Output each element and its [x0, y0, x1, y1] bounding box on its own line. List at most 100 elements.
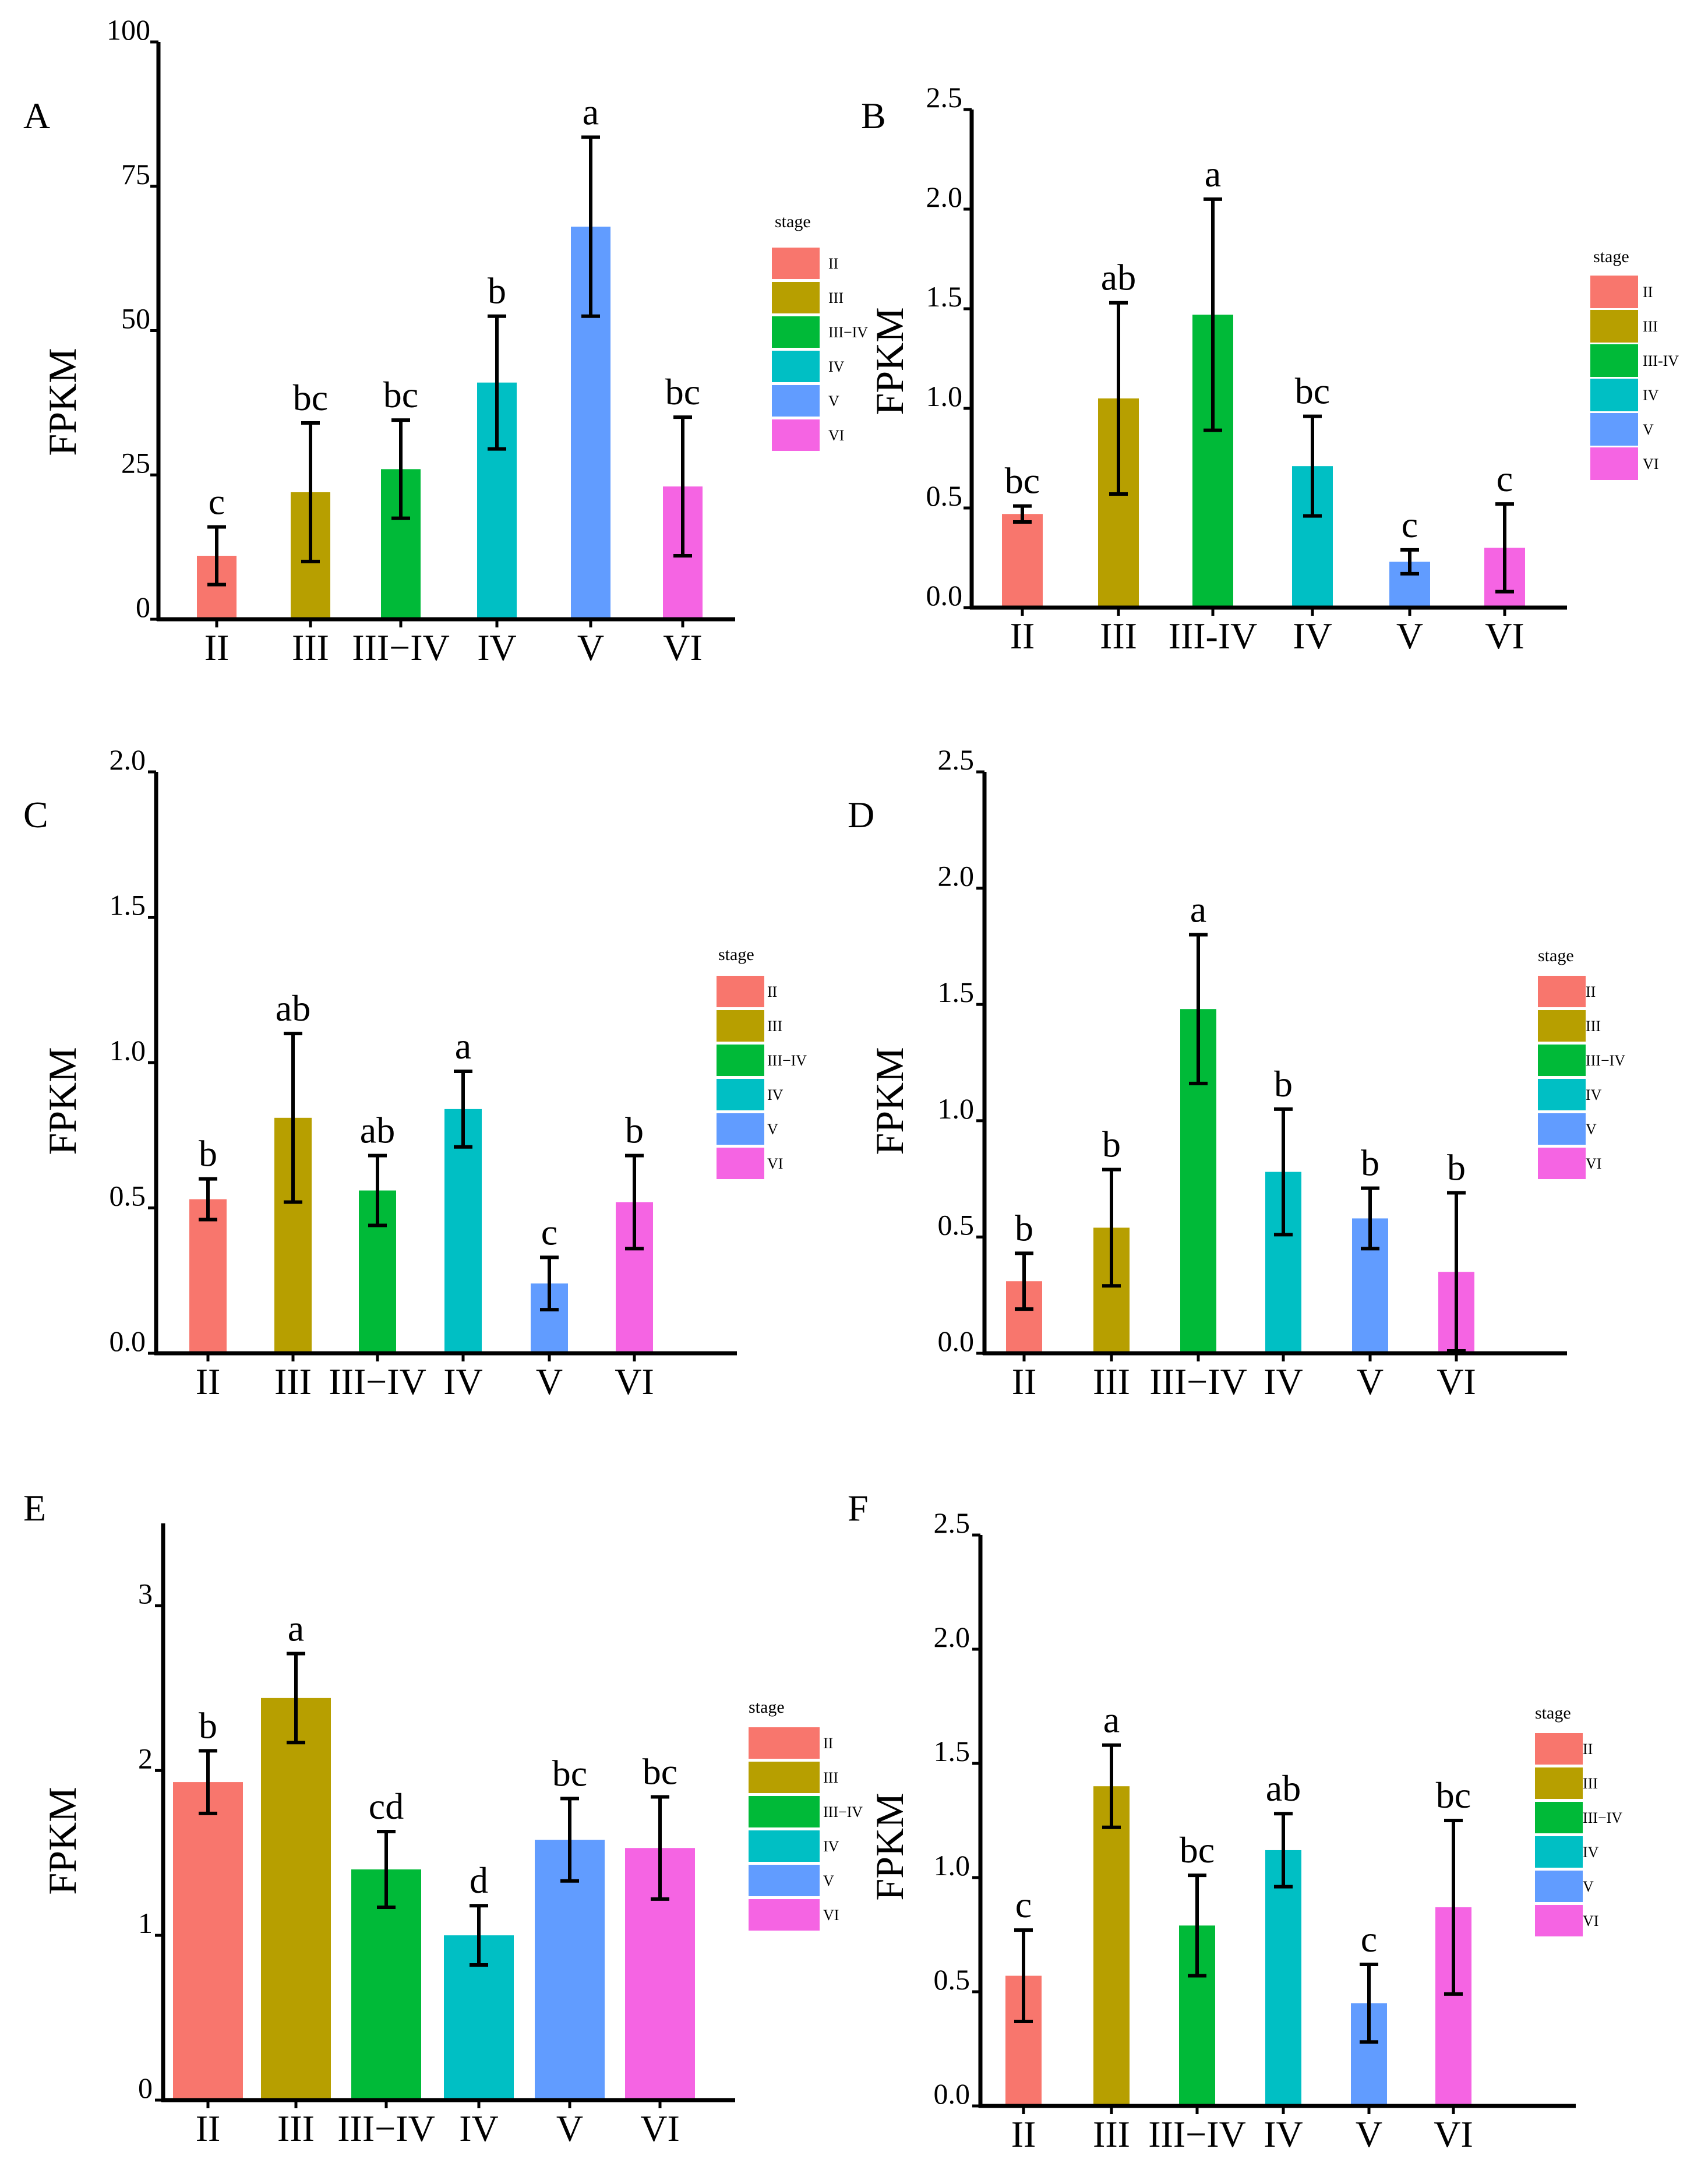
panel-letter: B: [861, 95, 886, 136]
y-tick-label-5: 2.5: [934, 1506, 971, 1539]
legend-item-5: VI: [1643, 456, 1658, 472]
x-tick-label-0: II: [1010, 615, 1035, 657]
error-bar-0: [1013, 504, 1032, 524]
legend-swatch-2: [772, 316, 820, 348]
x-tick-label-4: V: [536, 1361, 563, 1402]
y-tick-label-3: 1.5: [938, 976, 975, 1008]
x-tick-label-3: IV: [477, 627, 517, 668]
significance-label-2: bc: [383, 374, 418, 415]
significance-label-4: c: [1361, 1918, 1377, 1960]
significance-label-5: c: [1497, 458, 1513, 499]
legend-swatch-1: [717, 1010, 764, 1042]
error-bar-4: [1361, 1186, 1379, 1251]
y-tick-label-2: 2: [138, 1742, 153, 1774]
y-axis-label: FPKM: [40, 1787, 84, 1894]
error-bar-0: [1015, 1251, 1033, 1311]
legend-item-2: III−IV: [1586, 1052, 1625, 1069]
legend-swatch-4: [717, 1113, 764, 1145]
y-tick-label-4: 2.0: [934, 1621, 971, 1653]
legend-swatch-5: [749, 1899, 820, 1931]
legend-swatch-3: [1590, 379, 1638, 411]
x-tick-label-1: III: [1093, 2114, 1130, 2155]
legend-item-2: III−IV: [767, 1052, 807, 1069]
legend-swatch-0: [1538, 976, 1586, 1007]
significance-label-4: a: [583, 91, 599, 133]
legend-item-2: III−IV: [1583, 1809, 1622, 1826]
legend-title: stage: [1593, 247, 1629, 266]
error-bar-5: [1495, 502, 1514, 594]
y-tick-label-3: 3: [138, 1577, 153, 1610]
x-tick-label-2: III-IV: [1169, 615, 1258, 657]
legend-item-1: III: [823, 1769, 838, 1786]
significance-label-2: a: [1205, 153, 1221, 195]
x-tick-label-1: III: [1100, 615, 1137, 657]
legend-swatch-5: [1535, 1905, 1583, 1936]
significance-label-2: bc: [1180, 1829, 1215, 1871]
x-tick-label-1: III: [274, 1361, 312, 1402]
legend-swatch-2: [1590, 344, 1638, 377]
significance-label-3: b: [1274, 1063, 1293, 1105]
y-tick-label-5: 2.5: [938, 743, 975, 776]
legend-item-0: II: [823, 1735, 833, 1752]
y-tick-label-3: 1.5: [934, 1735, 971, 1767]
legend-swatch-2: [717, 1045, 764, 1076]
legend-item-5: VI: [823, 1907, 839, 1924]
significance-label-0: b: [199, 1133, 217, 1174]
legend-item-2: III-IV: [1643, 352, 1679, 369]
x-tick-label-5: VI: [1485, 615, 1524, 657]
bar-0: [189, 1199, 227, 1353]
panel-letter: C: [23, 794, 48, 835]
y-tick-label-2: 50: [121, 302, 150, 335]
legend-swatch-0: [772, 248, 820, 279]
y-tick-label-5: 2.5: [926, 81, 963, 114]
significance-label-1: bc: [293, 377, 328, 418]
x-tick-label-1: III: [277, 2108, 315, 2149]
legend-swatch-1: [772, 282, 820, 313]
legend-item-0: II: [828, 255, 838, 272]
legend-title: stage: [775, 212, 811, 231]
y-tick-label-0: 0.0: [934, 2077, 971, 2110]
error-bar-1: [1102, 1167, 1121, 1288]
error-bar-3: [1274, 1812, 1293, 1889]
significance-label-4: c: [1402, 504, 1418, 545]
y-tick-label-4: 100: [107, 13, 150, 46]
y-axis-label: FPKM: [40, 348, 84, 456]
x-tick-label-0: II: [1012, 1361, 1037, 1402]
legend-swatch-4: [772, 385, 820, 417]
error-bar-5: [673, 415, 692, 558]
legend-item-4: V: [1583, 1878, 1594, 1895]
legend-swatch-4: [749, 1865, 820, 1896]
error-bar-3: [488, 314, 506, 451]
legend-swatch-2: [1535, 1802, 1583, 1833]
y-tick-label-0: 0.0: [110, 1325, 146, 1357]
error-bar-3: [1274, 1107, 1293, 1237]
significance-label-5: bc: [665, 371, 700, 412]
x-tick-label-3: IV: [443, 1361, 483, 1402]
y-tick-label-0: 0.0: [926, 579, 963, 612]
error-bar-1: [1109, 301, 1128, 496]
x-tick-label-0: II: [196, 1361, 221, 1402]
legend-title: stage: [749, 1698, 785, 1717]
legend-item-3: IV: [767, 1086, 784, 1103]
error-bar-0: [199, 1749, 217, 1815]
y-axis-label: FPKM: [40, 1047, 84, 1155]
x-tick-label-3: IV: [1264, 1361, 1303, 1402]
error-bar-2: [377, 1829, 396, 1910]
legend-item-1: III: [828, 290, 844, 306]
y-tick-label-0: 0: [138, 2072, 153, 2104]
x-tick-label-1: III: [292, 627, 329, 668]
significance-label-5: bc: [643, 1751, 677, 1793]
legend-item-4: V: [823, 1872, 834, 1889]
significance-label-4: bc: [552, 1752, 587, 1794]
significance-label-1: b: [1102, 1124, 1121, 1165]
error-bar-5: [625, 1153, 644, 1251]
x-tick-label-5: VI: [663, 627, 703, 668]
panel-letter: D: [848, 794, 874, 835]
legend-item-3: IV: [823, 1838, 839, 1855]
legend-item-4: V: [828, 393, 839, 410]
error-bar-5: [1447, 1191, 1466, 1353]
